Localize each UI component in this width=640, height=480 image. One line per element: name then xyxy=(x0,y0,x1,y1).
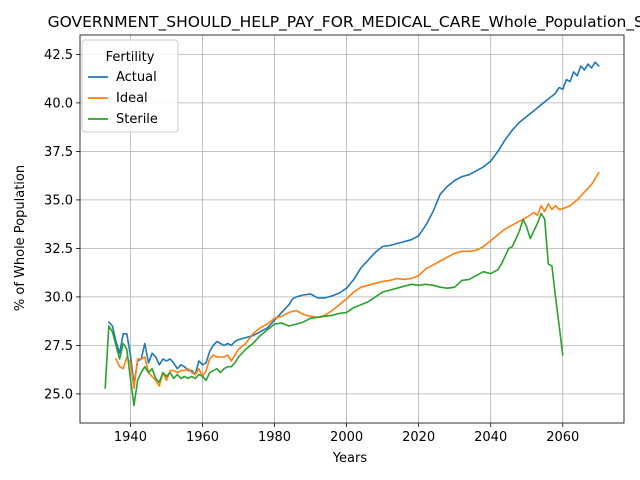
y-tick-label: 25.0 xyxy=(44,387,73,402)
y-tick-label: 32.5 xyxy=(44,242,73,257)
x-tick-label: 2060 xyxy=(546,430,579,445)
x-axis-label: Years xyxy=(332,451,368,466)
x-tick-label: 1980 xyxy=(258,430,291,445)
x-tick-label: 2020 xyxy=(402,430,435,445)
legend-label: Actual xyxy=(116,70,157,85)
chart-title: GOVERNMENT_SHOULD_HELP_PAY_FOR_MEDICAL_C… xyxy=(48,13,640,32)
legend-label: Ideal xyxy=(116,91,148,106)
series-line-sterile xyxy=(104,212,564,407)
series-line-actual xyxy=(108,61,600,385)
y-tick-label: 30.0 xyxy=(44,290,73,305)
axis-ticks: 1940 1960 1980 2000 2020 2040 2060 25.0 27.5 30.0… xyxy=(44,48,579,445)
plot-frame xyxy=(79,34,625,424)
grid xyxy=(80,35,624,423)
legend-item-sterile: Sterile xyxy=(88,112,158,127)
legend-label: Sterile xyxy=(116,112,158,127)
legend-box xyxy=(81,39,179,133)
y-axis-label: % of Whole Population xyxy=(13,165,28,311)
legend-item-ideal: Ideal xyxy=(88,91,148,106)
x-tick-label: 1940 xyxy=(114,430,147,445)
y-tick-label: 40.0 xyxy=(44,96,73,111)
y-tick-label: 37.5 xyxy=(44,145,73,160)
x-tick-label: 2040 xyxy=(474,430,507,445)
y-tick-label: 35.0 xyxy=(44,193,73,208)
y-tick-label: 42.5 xyxy=(44,48,73,63)
legend-item-actual: Actual xyxy=(88,70,157,85)
legend-entries: Actual Ideal Sterile xyxy=(88,70,158,127)
y-tick-label: 27.5 xyxy=(44,339,73,354)
x-tick-label: 2000 xyxy=(330,430,363,445)
legend-title: Fertility xyxy=(106,50,155,65)
legend: Fertility Actual Ideal Sterile xyxy=(81,39,179,133)
x-tick-label: 1960 xyxy=(186,430,219,445)
series-lines xyxy=(104,61,600,407)
